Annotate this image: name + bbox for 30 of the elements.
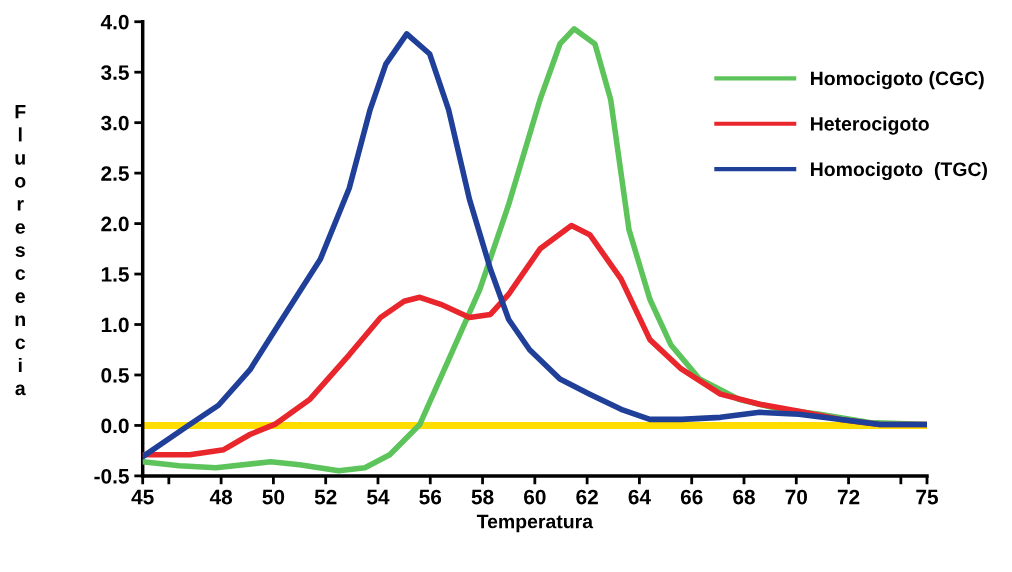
x-tick-label: 60 bbox=[524, 489, 546, 505]
legend-label: Homocigoto (TGC) bbox=[811, 161, 987, 181]
x-tick-label: 75 bbox=[916, 489, 938, 505]
y-tick-label: 0.5 bbox=[101, 367, 129, 383]
y-tick-label: 0.0 bbox=[101, 418, 129, 434]
x-tick-label: 64 bbox=[628, 489, 651, 505]
x-axis-title: Temperatura bbox=[476, 514, 594, 533]
y-tick-label: 3.0 bbox=[101, 115, 129, 131]
x-tick-label: 50 bbox=[262, 489, 285, 505]
x-tick-label: 45 bbox=[131, 489, 154, 505]
y-tick-label: -0.5 bbox=[94, 468, 129, 484]
x-tick-label: 54 bbox=[367, 489, 390, 505]
x-tick-label: 72 bbox=[837, 489, 860, 505]
legend-label: Homocigoto (CGC) bbox=[811, 71, 984, 90]
x-tick-label: 70 bbox=[785, 489, 808, 505]
y-tick-label: 2.0 bbox=[101, 216, 129, 232]
y-tick-label: 1.0 bbox=[101, 317, 129, 333]
x-tick-label: 62 bbox=[576, 489, 598, 505]
x-tick-label: 48 bbox=[209, 489, 233, 505]
y-tick-label: 1.5 bbox=[101, 267, 129, 282]
x-tick-label: 58 bbox=[471, 489, 494, 505]
x-tick-label: 66 bbox=[680, 489, 703, 505]
x-tick-label: 68 bbox=[733, 489, 755, 505]
x-tick-label: 56 bbox=[419, 489, 442, 505]
legend-label: Heterocigoto bbox=[811, 116, 929, 135]
y-tick-label: 4.0 bbox=[100, 14, 129, 30]
y-tick-label: 2.5 bbox=[101, 166, 129, 181]
y-tick-label: 3.5 bbox=[101, 65, 129, 80]
text: Fluorescencia bbox=[15, 104, 26, 396]
x-tick-label: 52 bbox=[314, 489, 337, 505]
